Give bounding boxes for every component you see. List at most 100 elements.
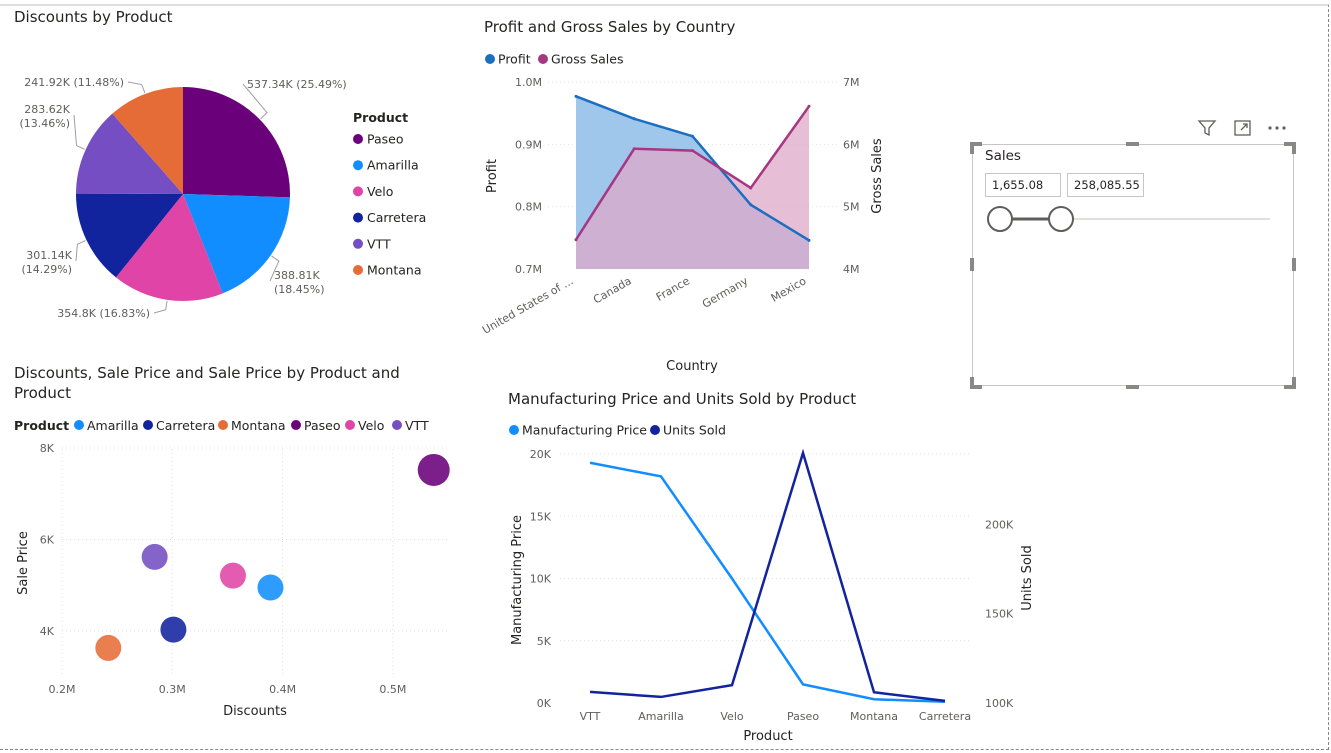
pie-slice-carretera[interactable] <box>76 193 183 278</box>
area-gross-sales-point <box>749 186 753 190</box>
scatter-point-amarilla[interactable] <box>257 574 284 601</box>
pie-leader-montana <box>127 81 146 94</box>
scatter-legend-marker-montana <box>218 420 228 430</box>
area-visual[interactable]: Profit and Gross Sales by Country <box>480 16 860 376</box>
pie-legend-label-paseo[interactable]: Paseo <box>367 132 404 147</box>
area-profit-point <box>749 203 753 207</box>
line-y-tick: 15K <box>530 510 552 523</box>
area-y2-tick: 5M <box>843 201 860 214</box>
area-y2-tick: 4M <box>843 263 860 276</box>
pie-data-label-value: 283.62K <box>24 103 70 116</box>
area-gross-sales-point <box>632 147 636 151</box>
resize-handle-ml[interactable] <box>970 258 974 271</box>
pie-leader-velo <box>153 300 168 314</box>
line-x-tick-amarilla: Amarilla <box>638 710 683 723</box>
scatter-legend-label-carretera[interactable]: Carretera <box>156 418 215 433</box>
pie-data-label-value: 388.81K <box>274 269 320 282</box>
pie-legend-marker-montana <box>353 265 363 275</box>
pie-slice-amarilla[interactable] <box>183 194 290 294</box>
pie-legend-marker-velo <box>353 186 363 197</box>
slicer-min-handle[interactable] <box>987 206 1013 232</box>
scatter-legend-label-vtt[interactable]: VTT <box>405 418 429 433</box>
scatter-point-carretera[interactable] <box>160 616 187 643</box>
scatter-x-tick: 0.3M <box>159 683 186 696</box>
scatter-title-line2: Product <box>14 384 71 402</box>
area-y-axis-title: Profit <box>485 159 500 193</box>
pie-data-label-percent: (13.46%) <box>19 117 70 130</box>
pie-visual[interactable]: Discounts by Product <box>10 8 450 338</box>
scatter-point-montana[interactable] <box>95 634 122 661</box>
line-title: Manufacturing Price and Units Sold by Pr… <box>508 390 857 408</box>
scatter-x-tick: 0.5M <box>379 683 406 696</box>
resize-handle-bm[interactable] <box>1126 385 1139 389</box>
area-gross-sales-point <box>807 104 811 108</box>
line-y2-tick: 150K <box>985 608 1014 621</box>
area-legend-marker-gross-sales <box>538 54 548 64</box>
resize-handle-bl-h[interactable] <box>970 385 982 389</box>
pie-legend-label-amarilla[interactable]: Amarilla <box>367 158 419 173</box>
line-y-tick: 20K <box>530 448 552 461</box>
line-y2-tick: 100K <box>985 697 1014 710</box>
scatter-legend-marker-paseo <box>291 420 301 430</box>
resize-handle-br-h[interactable] <box>1284 385 1296 389</box>
area-legend-label-gross-sales: Gross Sales <box>551 52 623 67</box>
area-y2-axis-title: Gross Sales <box>870 138 885 214</box>
line-visual[interactable]: Manufacturing Price and Units Sold by Pr… <box>500 388 1040 748</box>
resize-handle-tl-v[interactable] <box>970 142 974 154</box>
pie-leader-carretera <box>75 240 86 262</box>
line-legend-marker-units-sold <box>650 425 660 435</box>
line-x-axis-title: Product <box>743 729 792 744</box>
scatter-visual[interactable]: Discounts, Sale Price and Sale Price by … <box>10 364 460 724</box>
pie-leader-paseo <box>242 83 268 120</box>
line-legend-marker-manufacturing-price <box>509 425 519 435</box>
scatter-point-velo[interactable] <box>219 562 246 589</box>
scatter-title-line1: Discounts, Sale Price and Sale Price by … <box>14 364 400 382</box>
filter-icon[interactable] <box>1197 118 1217 138</box>
slicer-max-input[interactable]: 258,085.55 <box>1067 173 1144 197</box>
slicer-min-input[interactable]: 1,655.08 <box>985 173 1061 197</box>
pie-legend-marker-vtt <box>353 238 363 249</box>
line-legend-label-manufacturing-price: Manufacturing Price <box>522 423 647 438</box>
scatter-y-tick: 6K <box>40 534 55 547</box>
resize-handle-tr-h[interactable] <box>1284 142 1296 146</box>
resize-handle-tr-v[interactable] <box>1292 142 1296 154</box>
pie-leader-amarilla <box>269 255 280 282</box>
scatter-point-paseo[interactable] <box>417 453 450 486</box>
scatter-legend-label-montana[interactable]: Montana <box>231 418 286 433</box>
scatter-legend-label-amarilla[interactable]: Amarilla <box>87 418 139 433</box>
pie-legend-label-velo[interactable]: Velo <box>367 184 393 199</box>
pie-slice-vtt[interactable] <box>76 113 183 194</box>
line-y-tick: 5K <box>537 635 552 648</box>
area-profit-point <box>632 117 636 121</box>
area-y-tick: 0.8M <box>515 201 542 214</box>
resize-handle-tl-h[interactable] <box>970 142 982 146</box>
line-y-axis-title: Manufacturing Price <box>510 515 525 645</box>
pie-slice-velo[interactable] <box>115 194 223 301</box>
more-options-icon[interactable] <box>1267 118 1287 138</box>
pie-legend-label-carretera[interactable]: Carretera <box>367 210 426 225</box>
pie-legend-label-vtt[interactable]: VTT <box>367 236 391 251</box>
line-y-tick: 0K <box>537 697 552 710</box>
pie-slice-montana[interactable] <box>112 87 183 194</box>
pie-data-label-amarilla: 388.81K (18.45%) <box>274 269 325 296</box>
pie-data-label-vtt: 283.62K (13.46%) <box>19 103 70 130</box>
report-canvas <box>0 4 1329 750</box>
slicer-max-handle[interactable] <box>1048 206 1074 232</box>
area-gross-sales-fill <box>576 106 809 269</box>
scatter-legend-label-paseo[interactable]: Paseo <box>304 418 341 433</box>
focus-mode-icon[interactable] <box>1233 118 1253 138</box>
resize-handle-br-v[interactable] <box>1292 377 1296 389</box>
scatter-legend-label-velo[interactable]: Velo <box>358 418 384 433</box>
scatter-point-vtt[interactable] <box>141 543 168 570</box>
resize-handle-tm[interactable] <box>1126 142 1139 146</box>
scatter-legend-marker-vtt <box>392 420 402 430</box>
resize-handle-mr[interactable] <box>1292 258 1296 271</box>
pie-legend-label-montana[interactable]: Montana <box>367 263 422 278</box>
resize-handle-bl-v[interactable] <box>970 377 974 389</box>
pie-slice-paseo[interactable] <box>183 87 290 198</box>
